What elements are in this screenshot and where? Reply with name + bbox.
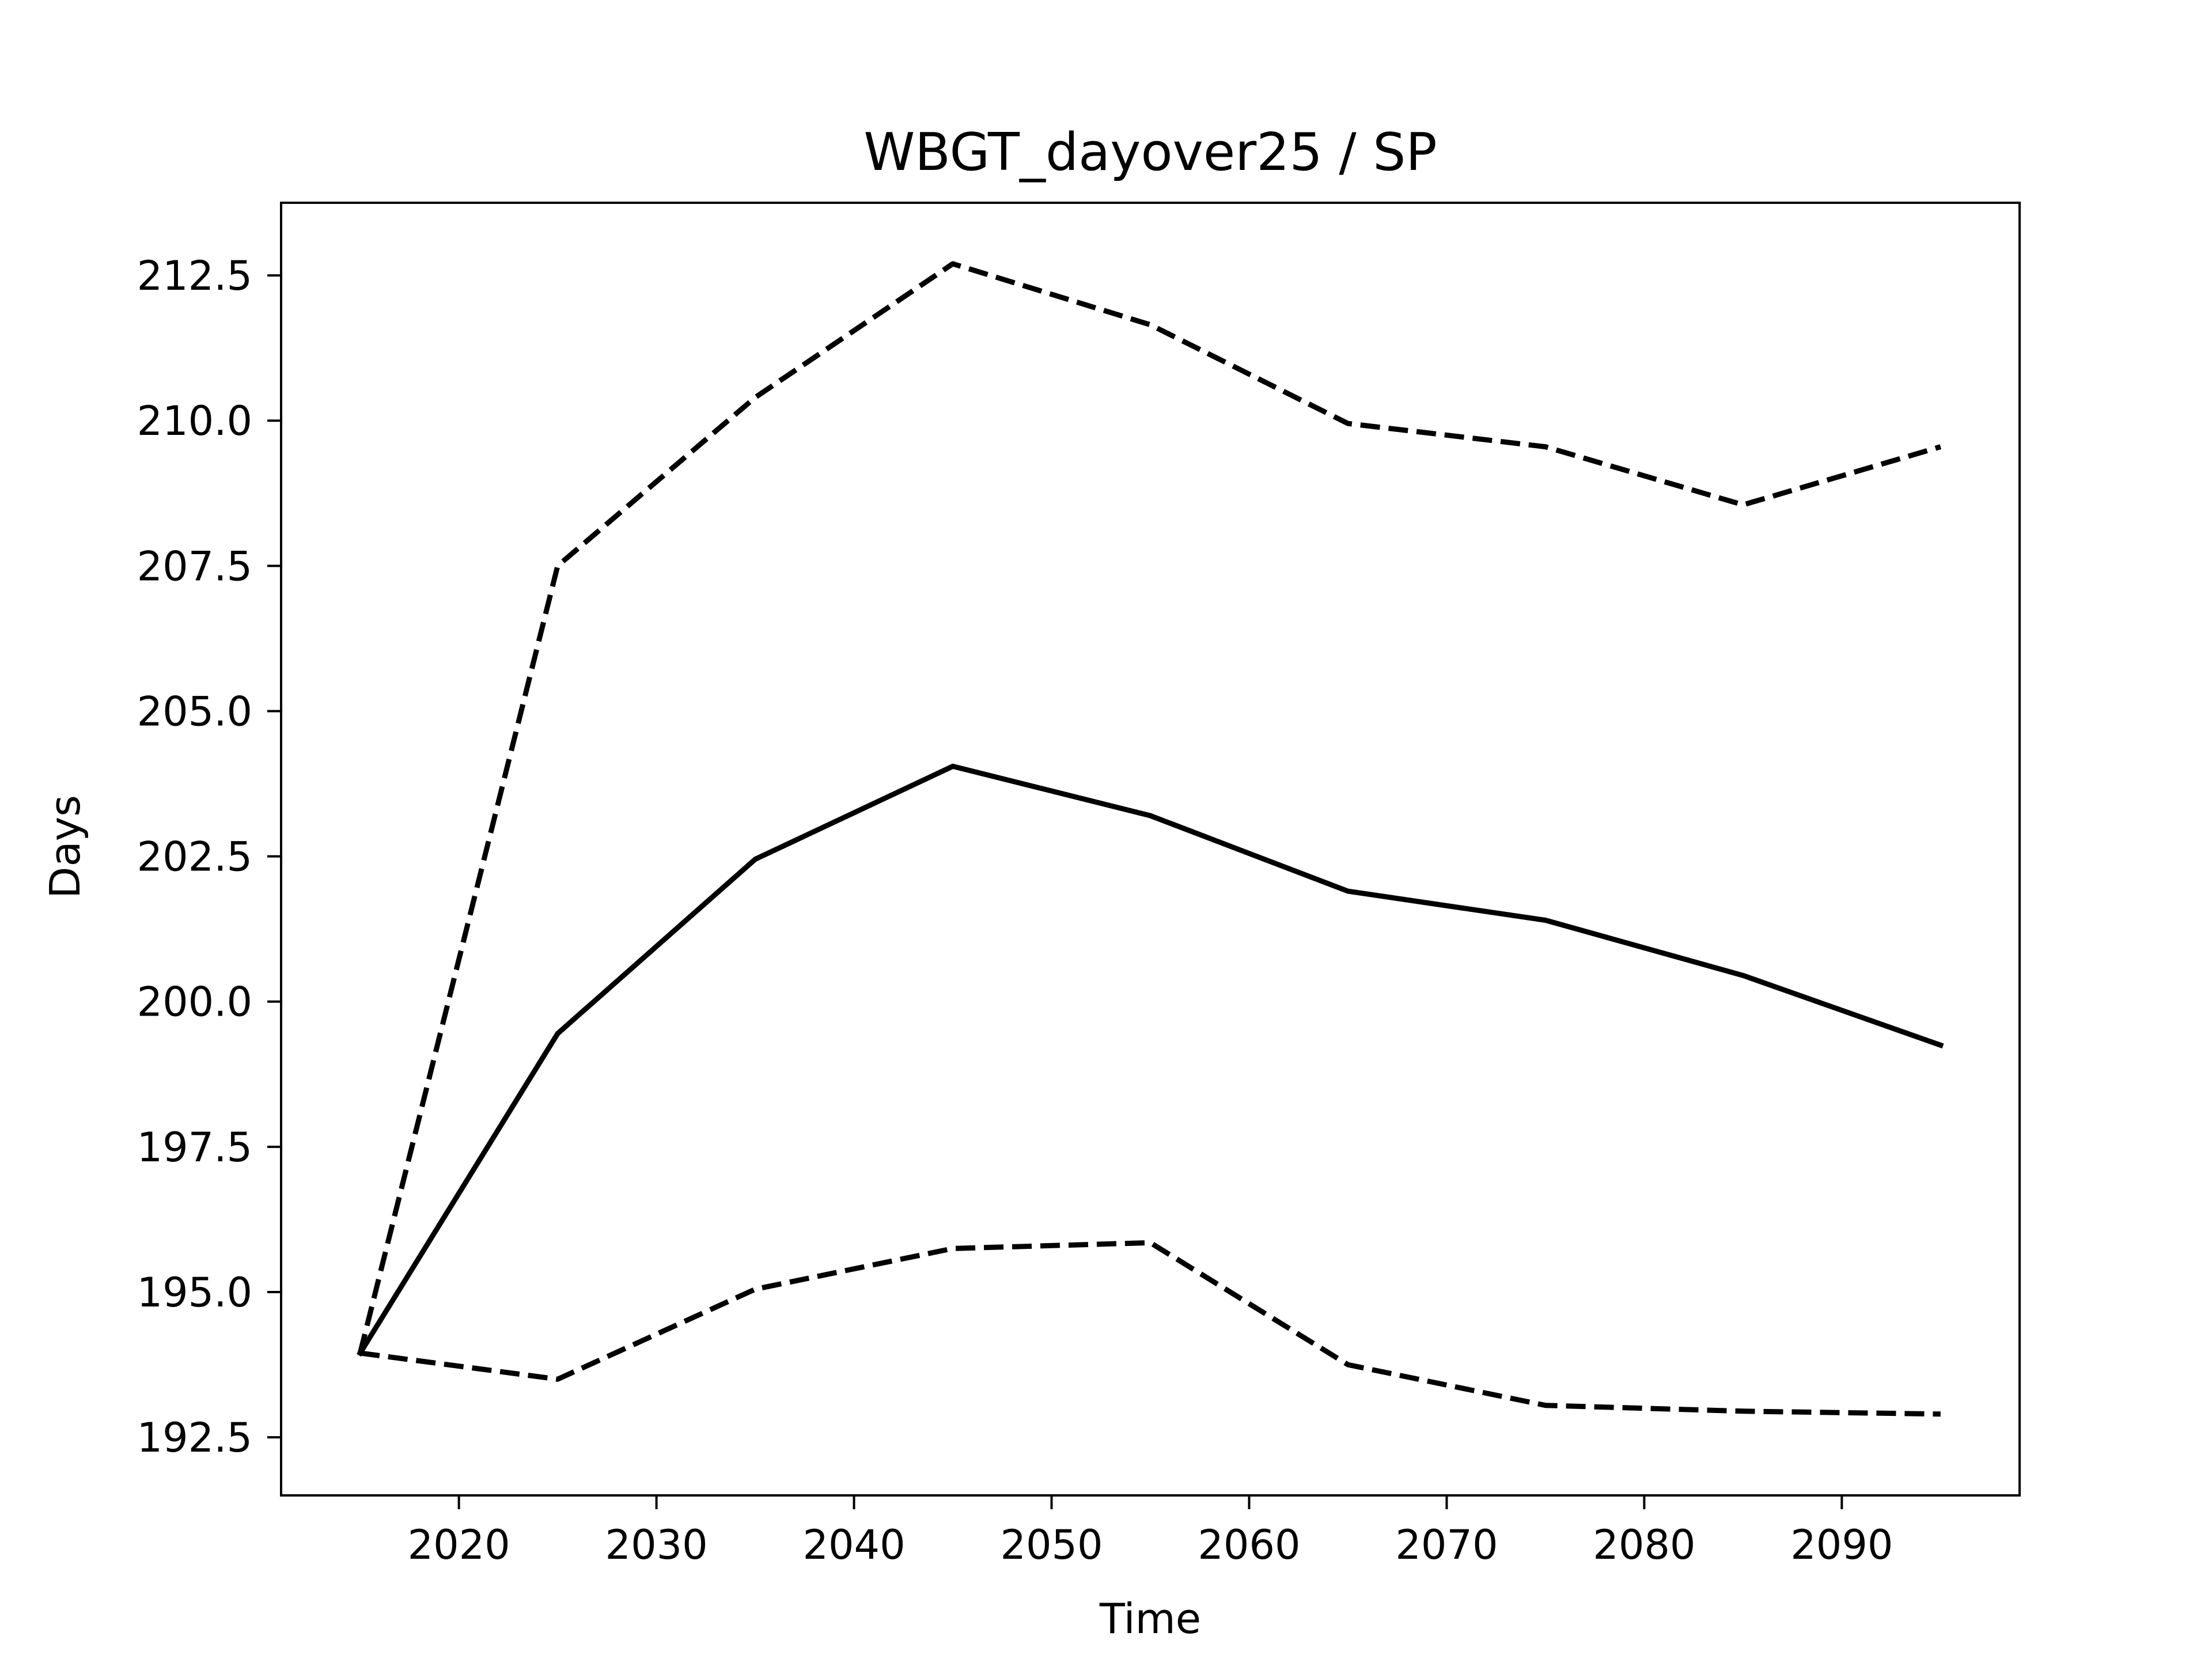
x-tick-label: 2030 <box>605 1521 708 1569</box>
y-axis: 192.5 195.0 197.5 200.0 202.5 205.0 207.5 210.0… <box>137 252 281 1461</box>
series-layer <box>357 261 1944 1417</box>
x-tick-label: 2060 <box>1198 1521 1300 1569</box>
y-tick-label: 205.0 <box>137 688 252 735</box>
y-axis-label: Days <box>41 795 89 899</box>
dashed-series-line-1 <box>357 261 1942 1354</box>
chart-title: WBGT_dayover25 / SP <box>863 122 1437 183</box>
y-tick-label: 207.5 <box>137 543 252 590</box>
y-tick-label: 200.0 <box>137 979 252 1026</box>
x-tick-label: 2020 <box>408 1521 510 1569</box>
x-tick-label: 2040 <box>802 1521 905 1569</box>
x-tick-label: 2090 <box>1790 1521 1893 1569</box>
y-tick-label: 210.0 <box>137 397 252 445</box>
y-tick-label: 202.5 <box>137 834 252 881</box>
x-axis-label: Time <box>1099 1594 1201 1643</box>
solid-series-line-0 <box>357 763 1944 1357</box>
dashed-series-line-2 <box>359 1240 1941 1417</box>
y-tick-label: 212.5 <box>137 252 252 300</box>
x-tick-label: 2050 <box>1000 1521 1103 1569</box>
x-tick-label: 2080 <box>1593 1521 1695 1569</box>
y-tick-label: 197.5 <box>137 1124 252 1171</box>
x-axis: 2020 2030 2040 2050 2060 2070 2080 2090 <box>408 1495 1893 1569</box>
y-tick-label: 195.0 <box>137 1269 252 1316</box>
x-tick-label: 2070 <box>1395 1521 1498 1569</box>
plot-frame <box>280 202 2021 1497</box>
y-tick-label: 192.5 <box>137 1414 252 1461</box>
